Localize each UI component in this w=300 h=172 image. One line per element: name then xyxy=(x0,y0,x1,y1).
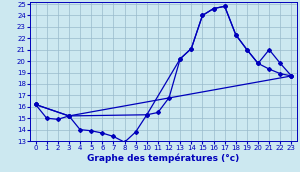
X-axis label: Graphe des températures (°c): Graphe des températures (°c) xyxy=(87,154,240,163)
